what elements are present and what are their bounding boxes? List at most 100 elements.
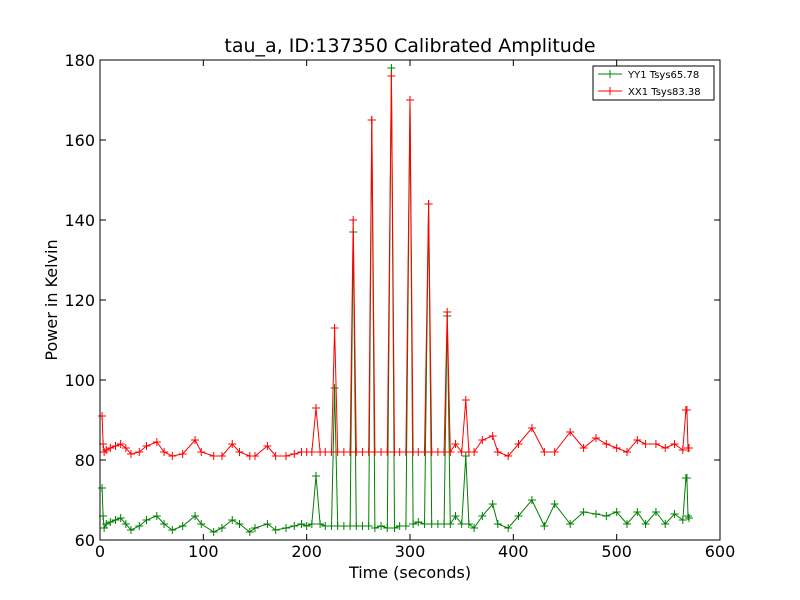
data-point <box>461 396 470 404</box>
data-point <box>178 450 187 458</box>
data-point <box>504 524 513 532</box>
data-point <box>135 448 144 456</box>
data-point <box>540 522 549 530</box>
legend-item: XX1 Tsys83.38 <box>598 87 701 98</box>
data-point <box>470 448 479 456</box>
data-point <box>514 440 523 448</box>
legend-swatch-marker <box>606 87 614 95</box>
data-point <box>406 96 414 104</box>
data-point <box>135 522 144 530</box>
data-point <box>592 434 600 442</box>
data-point <box>387 72 396 80</box>
data-point <box>633 436 642 444</box>
data-point <box>263 520 272 528</box>
data-point <box>641 440 650 448</box>
data-point <box>414 518 423 526</box>
data-point <box>116 514 125 522</box>
data-point <box>670 440 679 448</box>
data-point <box>127 450 135 458</box>
data-point <box>370 524 379 532</box>
data-point <box>457 448 466 456</box>
data-point <box>330 324 339 332</box>
data-point <box>228 440 237 448</box>
data-point <box>612 508 621 516</box>
data-point <box>420 448 429 456</box>
data-point <box>678 446 687 454</box>
series-1 <box>98 64 693 536</box>
x-tick-label: 300 <box>395 542 426 561</box>
data-point <box>602 440 611 448</box>
data-point <box>514 512 523 520</box>
x-tick-label: 0 <box>95 542 105 561</box>
series-2 <box>98 72 693 460</box>
data-point <box>121 444 130 452</box>
x-tick-label: 200 <box>291 542 322 561</box>
data-point <box>409 520 418 528</box>
data-point <box>424 200 433 208</box>
data-point <box>670 510 679 518</box>
data-point <box>307 448 316 456</box>
legend-swatch-marker <box>606 70 614 78</box>
data-point <box>383 448 392 456</box>
y-tick-label: 80 <box>75 451 95 470</box>
data-point <box>661 444 670 452</box>
data-point <box>271 526 280 534</box>
data-point <box>623 448 631 456</box>
y-tick-label: 140 <box>64 211 95 230</box>
data-point <box>504 452 513 460</box>
data-point <box>160 520 169 528</box>
data-point <box>235 448 244 456</box>
data-point <box>579 508 588 516</box>
data-point <box>271 452 280 460</box>
legend-label: YY1 Tsys65.78 <box>627 70 699 81</box>
data-point <box>685 444 693 452</box>
legend-box <box>592 65 715 101</box>
data-point <box>152 512 161 520</box>
data-point <box>307 520 316 528</box>
data-point <box>217 524 226 532</box>
data-point <box>493 520 502 528</box>
data-point <box>451 440 460 448</box>
data-point <box>209 452 218 460</box>
data-point <box>364 522 373 530</box>
data-point <box>566 428 575 436</box>
data-point <box>446 448 455 456</box>
y-tick-label: 100 <box>64 371 95 390</box>
data-point <box>160 448 169 456</box>
data-point <box>367 116 376 124</box>
data-point <box>401 448 410 456</box>
x-axis-title: Time (seconds) <box>348 563 471 582</box>
data-point <box>623 520 631 528</box>
data-point <box>297 520 306 528</box>
data-point <box>383 524 392 532</box>
data-point <box>111 516 120 524</box>
data-point <box>168 526 177 534</box>
data-point <box>633 508 642 516</box>
data-point <box>245 528 254 536</box>
data-point <box>387 64 396 72</box>
data-point <box>106 444 115 452</box>
legend-label: XX1 Tsys83.38 <box>628 87 701 98</box>
data-point <box>451 512 460 520</box>
data-point <box>263 442 272 450</box>
data-point <box>377 522 386 530</box>
data-point <box>116 440 125 448</box>
data-point <box>302 522 311 530</box>
data-point <box>168 452 177 460</box>
data-point <box>566 520 575 528</box>
data-point <box>550 500 559 508</box>
data-point <box>311 472 320 480</box>
data-point <box>330 384 339 392</box>
data-point <box>282 524 290 532</box>
chart-title: tau_a, ID:137350 Calibrated Amplitude <box>224 35 595 57</box>
data-point <box>100 448 109 456</box>
data-point <box>290 450 299 458</box>
data-point <box>446 520 455 528</box>
data-point <box>152 438 161 446</box>
data-point <box>209 528 218 536</box>
data-point <box>401 522 410 530</box>
data-point <box>106 518 115 526</box>
legend: YY1 Tsys65.78 XX1 Tsys83.38 <box>592 65 715 101</box>
data-point <box>612 444 621 452</box>
